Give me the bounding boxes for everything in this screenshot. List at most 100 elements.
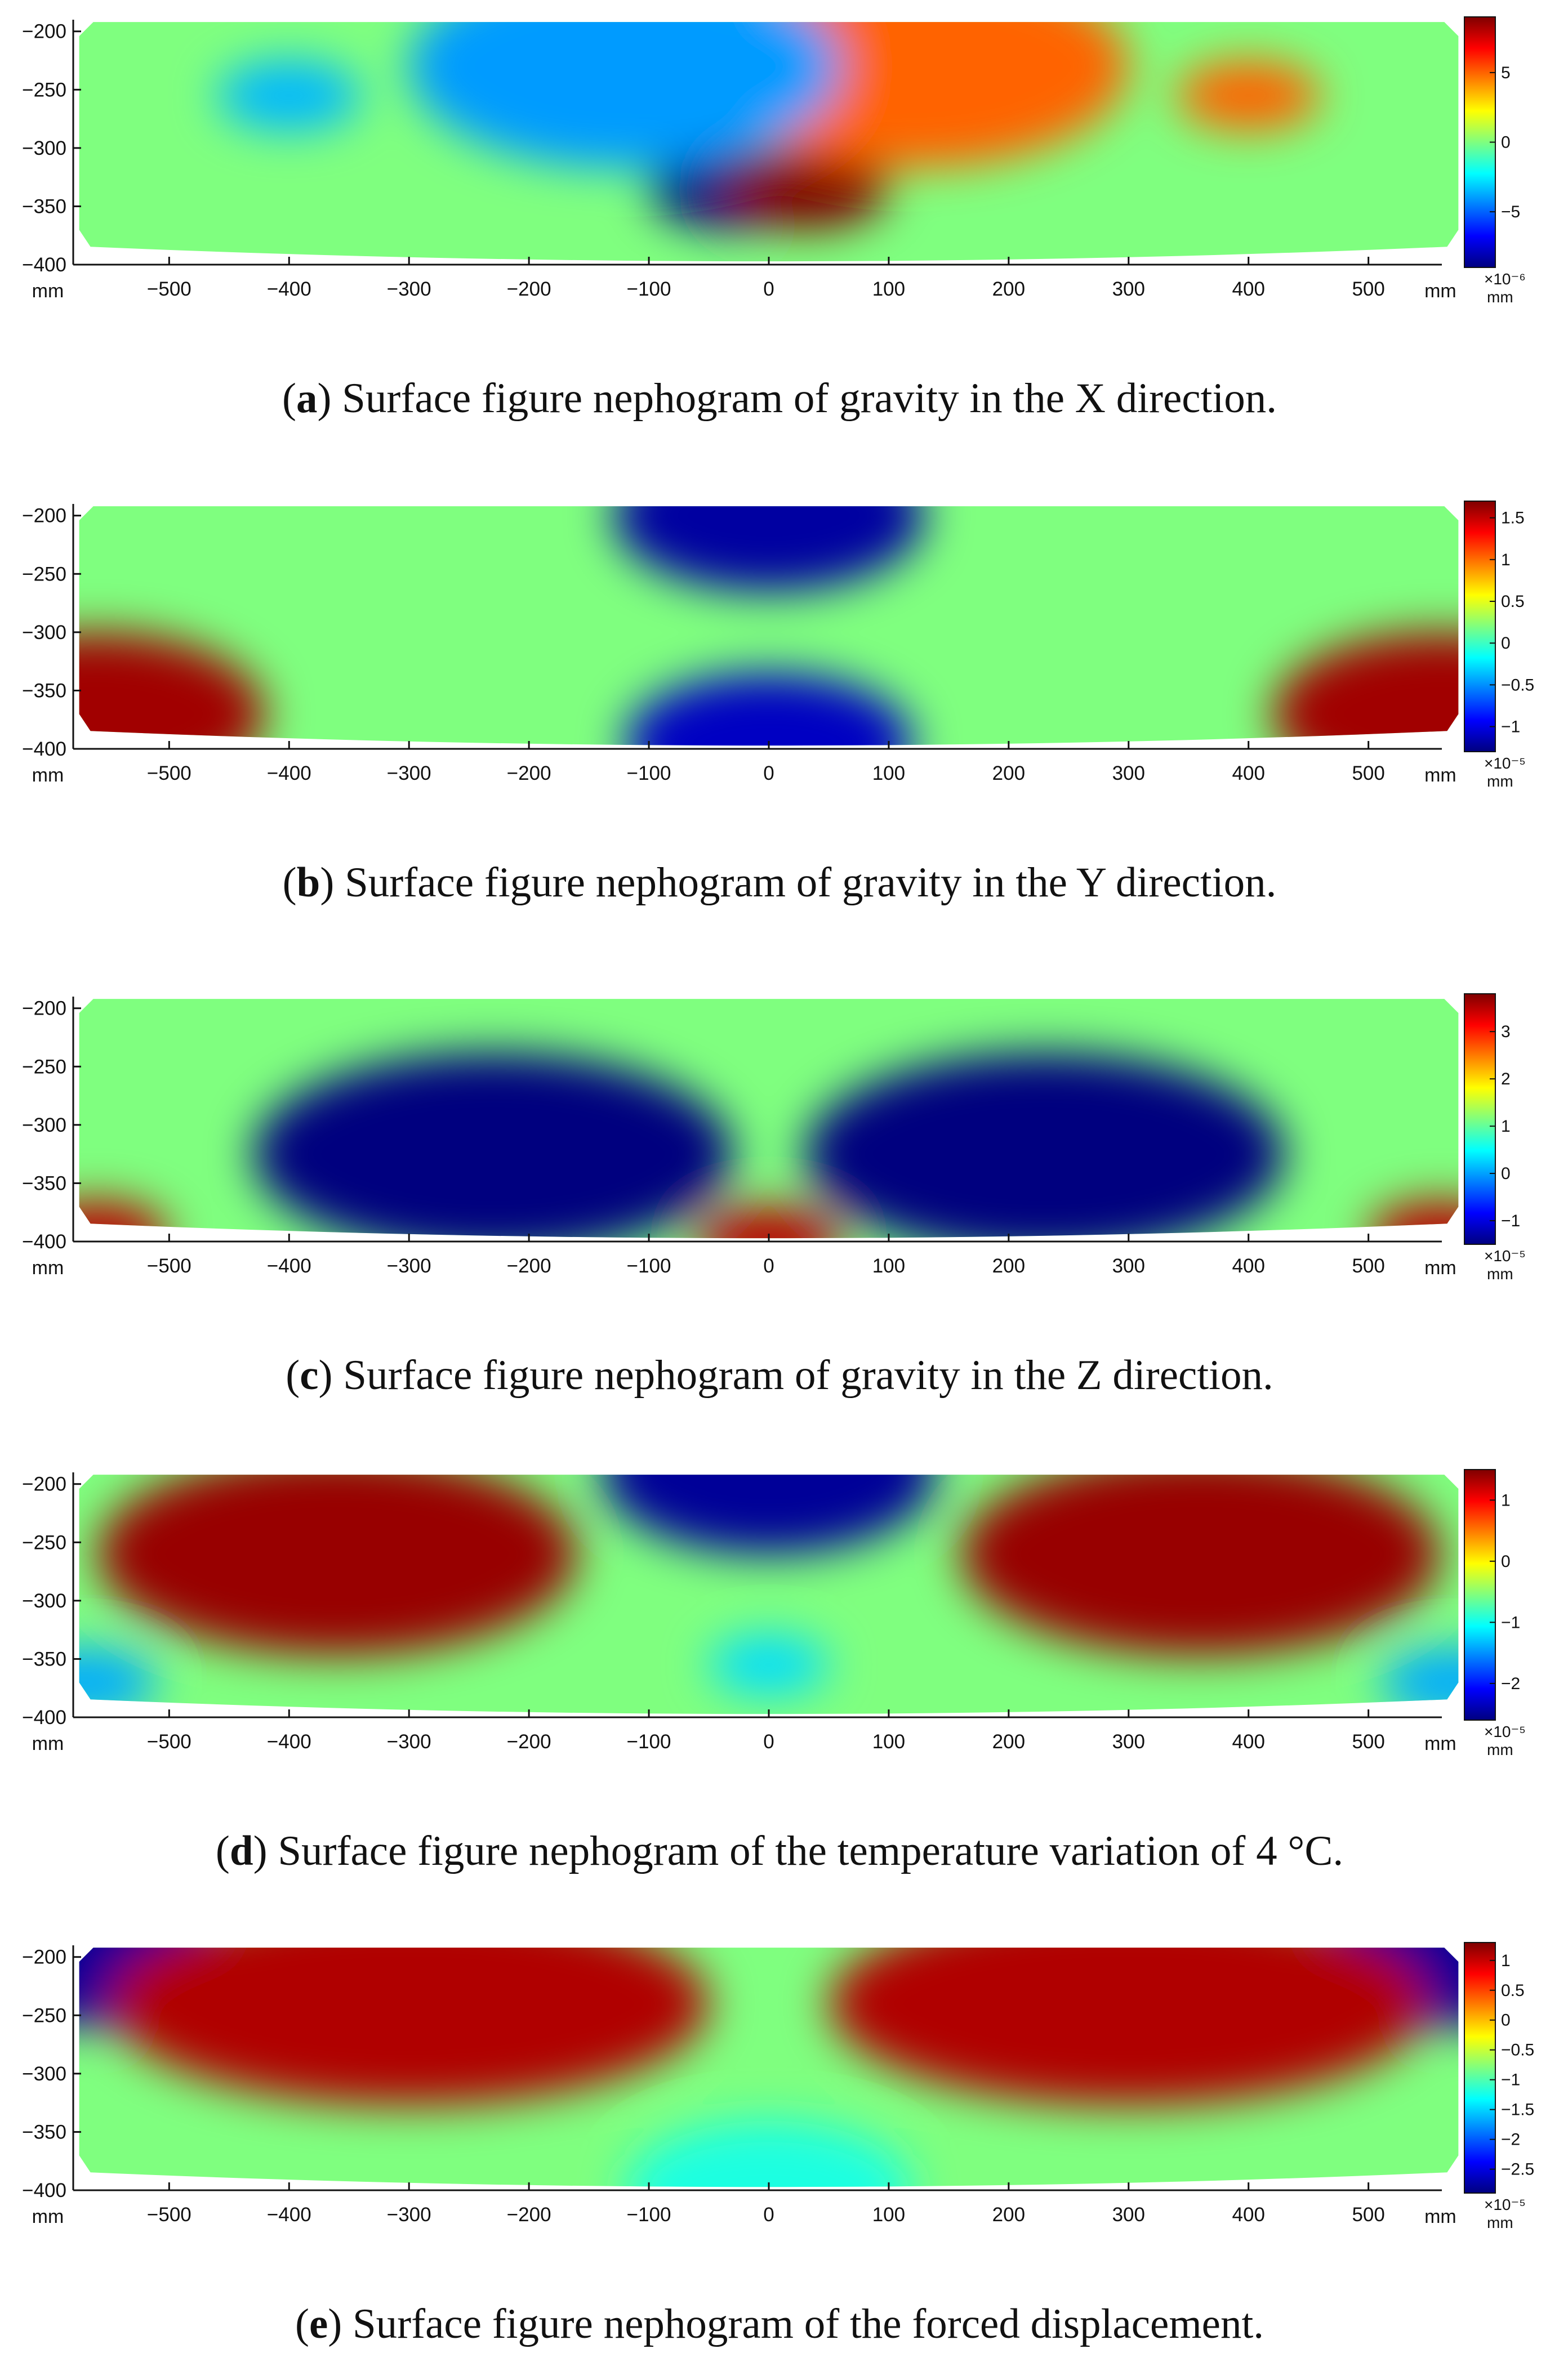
x-tick-label: −400 [267, 2204, 311, 2226]
hotspot-1 [804, 1052, 1285, 1239]
colorbar-tick-label: 2 [1501, 1070, 1511, 1088]
nephogram-e: −200−250−300−350−400−500 −400 −300 −200 −100… [22, 1942, 1534, 2231]
colorbar-tick-label: −2 [1501, 1675, 1520, 1693]
x-tick-label: −200 [507, 1255, 551, 1277]
colorbar [1464, 993, 1496, 1245]
nephogram-a: −200−250−300−350−400−500 −400 −300 −200 −100… [22, 16, 1526, 306]
y-tick-label: −400 [22, 1231, 66, 1253]
hotspot-3 [1176, 60, 1321, 131]
y-tick-label: −300 [22, 1590, 66, 1612]
x-tick-label: −100 [627, 278, 671, 300]
x-unit-right: mm [1424, 280, 1456, 302]
colorbar-tick-label: 0 [1501, 1552, 1511, 1571]
y-tick-label: −350 [22, 1648, 66, 1670]
x-unit-right: mm [1424, 1257, 1456, 1279]
x-tick-label: −400 [267, 278, 311, 300]
x-tick-label: −300 [387, 2204, 431, 2226]
panel-a: −200 −250 −300 −350 −400 −500 −400 −300 −200 −100… [0, 0, 1559, 428]
x-unit-left: mm [32, 1257, 64, 1279]
x-tick-label: −400 [267, 1731, 311, 1753]
hotspot-0 [253, 1052, 733, 1239]
x-tick-label: −100 [627, 1255, 671, 1277]
x-tick-label: −400 [267, 762, 311, 784]
x-tick-label: −300 [387, 762, 431, 784]
panel-c: −200 −250 −300 −350 −400 −500 −400 −300 −200 −100… [0, 977, 1559, 1405]
caption-text: Surface figure nephogram of the temperat… [278, 1828, 1344, 1874]
hotspot-3 [709, 1636, 829, 1694]
hotspot-4 [79, 1647, 158, 1714]
colorbar-tick-label: 1 [1501, 1117, 1511, 1136]
y-tick-label: −300 [22, 622, 66, 644]
y-tick-label: −350 [22, 2121, 66, 2143]
x-tick-label: −500 [147, 278, 191, 300]
y-tick-label: −250 [22, 1531, 66, 1553]
panel-b: −200 −250 −300 −350 −400 −500 −400 −300 −200 −100… [0, 484, 1559, 912]
panel-letter: d [229, 1828, 253, 1874]
x-tick-label: 200 [992, 762, 1025, 784]
colorbar-tick-label: 0 [1501, 634, 1511, 653]
colorbar-tick-label: −1 [1501, 718, 1520, 736]
nephogram-b: −200−250−300−350−400−500 −400 −300 −200 −100… [22, 501, 1534, 790]
caption-text: Surface figure nephogram of gravity in t… [342, 375, 1277, 422]
x-tick-label: −500 [147, 762, 191, 784]
hotspot-5 [1380, 1647, 1459, 1714]
x-unit-right: mm [1424, 1733, 1456, 1754]
colorbar-exponent: ×10⁻⁶ [1484, 270, 1526, 288]
axes [72, 1472, 1442, 1718]
colorbar-tick-label: 1 [1501, 1952, 1511, 1970]
x-tick-label: 200 [992, 1255, 1025, 1277]
hotspot-1 [960, 1475, 1441, 1655]
hotspot-1 [1272, 632, 1459, 746]
y-tick-label: −400 [22, 738, 66, 760]
x-tick-label: 300 [1112, 2204, 1145, 2226]
y-tick-label: −250 [22, 563, 66, 585]
x-tick-label: −100 [627, 762, 671, 784]
x-tick-label: 0 [763, 1731, 774, 1753]
hotspot-2 [625, 2120, 913, 2187]
x-tick-label: 200 [992, 278, 1025, 300]
x-tick-label: 400 [1232, 2204, 1265, 2226]
y-tick-label: −350 [22, 1172, 66, 1194]
axes [72, 997, 1442, 1243]
hotspot-0 [97, 1475, 577, 1655]
y-tick-label: −200 [22, 505, 66, 527]
hotspot-2 [217, 60, 362, 131]
colorbar [1464, 1942, 1496, 2194]
colorbar-tick-label: −1 [1501, 1212, 1520, 1230]
x-tick-label: 100 [872, 1731, 905, 1753]
x-tick-label: 100 [872, 2204, 905, 2226]
y-tick-label: −200 [22, 998, 66, 1020]
x-tick-label: −100 [627, 2204, 671, 2226]
colorbar-unit: mm [1487, 2214, 1513, 2231]
colorbar-tick-label: 3 [1501, 1022, 1511, 1041]
x-tick-label: −500 [147, 1255, 191, 1277]
colorbar-tick-label: −2 [1501, 2131, 1520, 2149]
colorbar-tick-label: 1 [1501, 551, 1511, 569]
x-unit-left: mm [32, 2206, 64, 2227]
colorbar-exponent: ×10⁻⁵ [1484, 1723, 1526, 1740]
y-tick-label: −200 [22, 1473, 66, 1495]
x-tick-label: 400 [1232, 1255, 1265, 1277]
colorbar-tick-label: 5 [1501, 64, 1511, 82]
colorbar-unit: mm [1487, 1741, 1513, 1758]
caption-text: Surface figure nephogram of gravity in t… [345, 859, 1277, 906]
colorbar [1464, 1469, 1496, 1721]
colorbar-tick-label: −0.5 [1501, 676, 1534, 694]
colorbar-tick-label: −2.5 [1501, 2160, 1534, 2179]
y-tick-label: −350 [22, 195, 66, 217]
x-tick-label: −200 [507, 2204, 551, 2226]
x-tick-label: −200 [507, 762, 551, 784]
panel-caption: (e) Surface figure nephogram of the forc… [295, 2301, 1264, 2347]
colorbar-exponent: ×10⁻⁵ [1484, 1247, 1526, 1265]
colorbar-tick-label: −0.5 [1501, 2041, 1534, 2060]
panel-letter: b [296, 859, 320, 906]
x-tick-label: 0 [763, 762, 774, 784]
colorbar-tick-label: −1 [1501, 2071, 1520, 2089]
axes [72, 504, 1442, 750]
colorbar-tick-label: 1.5 [1501, 509, 1525, 528]
x-tick-label: 200 [992, 1731, 1025, 1753]
hotspot-1 [720, 148, 889, 230]
x-tick-label: 100 [872, 762, 905, 784]
panel-caption: (d) Surface figure nephogram of the temp… [215, 1828, 1344, 1874]
x-tick-label: 300 [1112, 278, 1145, 300]
